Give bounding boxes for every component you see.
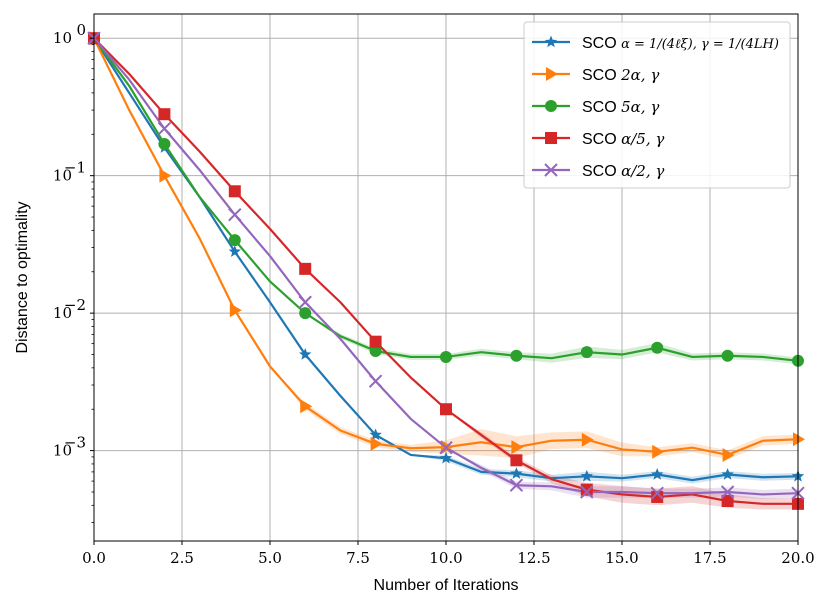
data-point — [721, 349, 734, 362]
x-tick-label: 12.5 — [517, 549, 550, 567]
x-axis-ticks: 0.0 2.5 5.0 7.5 10.0 12.5 15.0 17.5 20.0 — [82, 541, 815, 567]
data-point — [159, 168, 172, 183]
data-point — [793, 432, 805, 447]
x-tick-label: 5.0 — [258, 549, 282, 567]
legend-marker — [544, 163, 558, 177]
data-point — [580, 483, 593, 496]
series-markers — [87, 31, 805, 510]
data-point — [228, 208, 242, 222]
x-tick-label: 7.5 — [346, 549, 370, 567]
data-point — [580, 346, 593, 359]
x-axis-label: Number of Iterations — [374, 577, 519, 594]
data-point — [440, 350, 452, 363]
data-point — [300, 399, 313, 414]
data-point — [370, 436, 383, 451]
legend-label: SCO α/2, γ — [582, 162, 664, 180]
data-point — [229, 303, 242, 318]
data-point — [299, 307, 312, 320]
y-tick-exponent: −1 — [64, 159, 86, 177]
legend-marker — [544, 35, 558, 48]
x-tick-label: 2.5 — [170, 549, 194, 567]
data-point — [651, 490, 664, 503]
data-point — [581, 432, 594, 447]
data-point — [369, 428, 382, 441]
data-point — [369, 335, 382, 348]
data-point — [580, 469, 593, 482]
data-point — [510, 349, 523, 362]
data-point — [298, 295, 312, 309]
x-tick-label: 15.0 — [605, 549, 638, 567]
data-point — [509, 478, 524, 492]
y-tick-exponent: −3 — [64, 434, 86, 452]
y-tick-label: 10 — [53, 442, 72, 460]
legend-marker — [545, 100, 557, 112]
data-point — [157, 121, 172, 136]
data-point — [652, 444, 665, 459]
legend-label: SCO 5α, γ — [582, 98, 659, 116]
data-point — [721, 494, 734, 507]
data-point — [299, 348, 312, 360]
y-tick-label: 10 — [53, 167, 72, 185]
data-point — [368, 374, 383, 388]
x-tick-label: 20.0 — [781, 549, 814, 567]
data-point — [722, 447, 735, 462]
legend-marker — [546, 67, 558, 81]
y-axis-ticks: 10 010−110−210−3 — [53, 21, 94, 523]
y-tick-label: 10 — [53, 29, 72, 47]
data-point — [580, 485, 594, 499]
data-point — [228, 185, 241, 198]
data-point — [299, 262, 312, 275]
data-point — [510, 454, 523, 467]
legend-box — [523, 21, 791, 189]
data-point — [439, 451, 453, 464]
data-point — [228, 234, 241, 247]
data-point — [158, 137, 171, 150]
data-point — [511, 440, 524, 455]
data-point — [439, 440, 453, 455]
x-tick-label: 10.0 — [429, 549, 462, 567]
data-point — [651, 468, 664, 480]
x-tick-label: 0.0 — [82, 549, 106, 567]
data-point — [721, 468, 734, 480]
data-point — [650, 486, 664, 500]
legend-label: SCO α = 1/(4ℓξ), γ = 1/(4LH) — [582, 35, 779, 52]
y-tick-exponent: 0 — [76, 21, 86, 39]
legend: SCO α = 1/(4ℓξ), γ = 1/(4LH) SCO 2α, γ SCO… — [523, 21, 791, 189]
legend-label: SCO 2α, γ — [582, 66, 659, 84]
x-tick-label: 17.5 — [693, 549, 726, 567]
legend-label: SCO α/5, γ — [582, 130, 664, 148]
data-point — [158, 108, 171, 121]
data-point — [440, 403, 452, 416]
y-axis-label: Distance to optimality — [14, 201, 31, 353]
data-point — [369, 345, 382, 358]
y-tick-label: 10 — [53, 304, 72, 322]
legend-marker — [545, 132, 557, 144]
y-tick-exponent: −2 — [64, 296, 86, 314]
data-point — [720, 485, 735, 499]
data-point — [651, 341, 664, 354]
data-point — [510, 467, 523, 479]
data-point — [228, 245, 241, 257]
